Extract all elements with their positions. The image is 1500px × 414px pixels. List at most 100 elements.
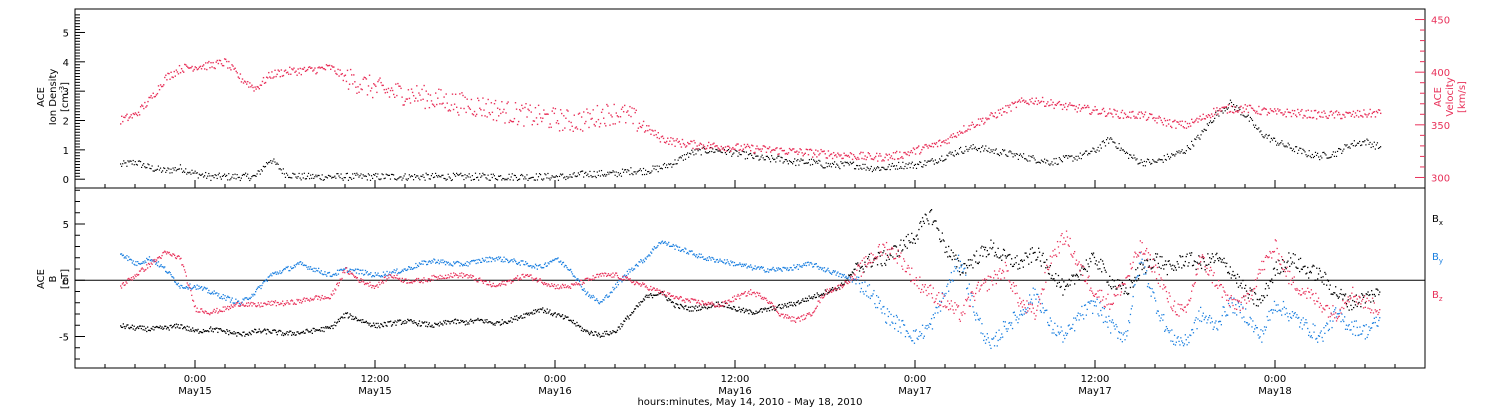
b-point-bx [693,306,694,307]
b-point-bx [635,308,636,309]
velocity-point [415,98,416,99]
density-point [494,175,495,176]
b-point-bx [785,305,786,306]
velocity-point [912,152,913,153]
density-point [1052,164,1053,165]
b-point-bx [1361,293,1362,294]
velocity-point [1329,115,1330,116]
b-point-by [609,295,610,296]
b-point-by [361,273,362,274]
b-point-by [354,270,355,271]
b-point-by [845,276,846,277]
density-point [930,161,931,162]
velocity-point [297,68,298,69]
density-point [989,152,990,153]
density-point [1062,161,1063,162]
b-point-bx [179,327,180,328]
b-point-bx [1057,283,1058,284]
density-point [1074,158,1075,159]
b-point-by [596,298,597,299]
b-point-by [751,267,752,268]
b-point-bx [735,309,736,310]
density-point [204,175,205,176]
density-point [922,166,923,167]
density-point [1245,116,1246,117]
density-point [411,175,412,176]
velocity-point [1182,121,1183,122]
density-point [790,161,791,162]
b-point-bx [673,302,674,303]
density-point [1036,162,1037,163]
density-point [1335,152,1336,153]
density-point [342,178,343,179]
density-point [1028,155,1029,156]
b-point-bx [502,319,503,320]
b-point-bx [1137,267,1138,268]
b-point-bx [611,332,612,333]
velocity-point [1028,104,1029,105]
b-point-bx [532,313,533,314]
b-point-bx [501,324,502,325]
density-point [951,154,952,155]
density-point [597,171,598,172]
b-point-bx [160,325,161,326]
b-point-bx [248,335,249,336]
density-point [1010,151,1011,152]
b-point-bx [236,335,237,336]
b-point-bx [290,331,291,332]
b-point-by [838,276,839,277]
b-point-by [926,328,927,329]
b-point-bx [959,271,960,272]
b-point-by [863,291,864,292]
density-point [894,165,895,166]
velocity-point [672,138,673,139]
density-point [629,174,630,175]
density-point [502,178,503,179]
density-point [1115,146,1116,147]
b-point-bx [797,302,798,303]
velocity-point [1036,98,1037,99]
density-point [493,174,494,175]
b-point-by [683,251,684,252]
density-point [289,177,290,178]
velocity-point [840,154,841,155]
b-point-bx [334,322,335,323]
velocity-point [636,110,637,111]
density-point [485,177,486,178]
density-point [505,179,506,180]
velocity-point [860,152,861,153]
velocity-point [835,154,836,155]
density-point [981,147,982,148]
b-point-by [940,310,941,311]
b-point-by [177,284,178,285]
b-point-by [678,250,679,251]
b-point-by [445,264,446,265]
density-point [1194,138,1195,139]
velocity-point [1139,112,1140,113]
density-point [415,177,416,178]
velocity-point [1207,117,1208,118]
b-point-by [261,285,262,286]
velocity-point [750,150,751,151]
velocity-point [251,85,252,86]
b-point-by [380,276,381,277]
velocity-point [452,93,453,94]
velocity-point [580,129,581,130]
density-point [1349,146,1350,147]
b-point-bx [188,326,189,327]
b-point-bx [1318,273,1319,274]
density-point [519,178,520,179]
b-point-by [818,269,819,270]
density-point [745,158,746,159]
b-point-by [836,274,837,275]
density-point [506,179,507,180]
b-point-bx [974,255,975,256]
density-point [873,169,874,170]
b-point-by [983,340,984,341]
velocity-point [423,85,424,86]
velocity-point [891,155,892,156]
density-point [1140,162,1141,163]
density-point [258,170,259,171]
density-point [834,161,835,162]
top-left-tick-label: 4 [63,58,69,69]
